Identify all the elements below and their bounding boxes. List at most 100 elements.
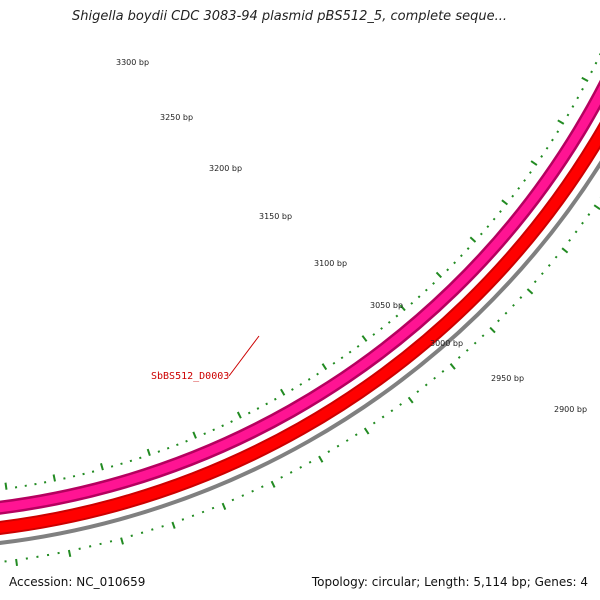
minor-tick [473, 341, 477, 345]
minor-tick [466, 247, 470, 251]
minor-tick [241, 494, 245, 497]
minor-tick [479, 232, 483, 236]
topology-summary: Topology: circular; Length: 5,114 bp; Ge… [311, 575, 588, 589]
minor-tick [517, 187, 521, 190]
minor-tick [231, 498, 235, 502]
minor-tick [581, 221, 584, 225]
major-tick [321, 363, 328, 371]
minor-tick [390, 409, 394, 413]
minor-tick [587, 213, 591, 216]
minor-tick [316, 372, 319, 376]
minor-tick [457, 356, 461, 359]
major-tick [469, 236, 477, 243]
minor-tick [492, 217, 496, 221]
minor-tick [568, 238, 572, 242]
minor-tick [212, 428, 216, 432]
minor-tick [336, 444, 340, 448]
minor-tick [332, 361, 336, 365]
minor-tick [82, 472, 85, 476]
minor-tick [201, 510, 205, 514]
backbone-arc [0, 160, 600, 545]
minor-tick [481, 334, 485, 338]
forward-cds-outline [0, 121, 600, 535]
minor-tick [571, 105, 575, 108]
scale-label-3150: 3150 bp [259, 212, 292, 221]
minor-tick [574, 230, 578, 234]
minor-tick [221, 424, 225, 428]
minor-tick [181, 518, 185, 521]
minor-tick [230, 420, 233, 423]
minor-tick [554, 255, 558, 259]
minor-tick [139, 456, 142, 460]
major-tick [407, 396, 414, 404]
minor-tick [273, 397, 277, 401]
minor-tick [441, 370, 445, 373]
major-tick [15, 558, 18, 567]
forward-cds-track [0, 121, 600, 535]
minor-tick [417, 295, 421, 299]
minor-tick [380, 327, 383, 330]
minor-tick [486, 225, 490, 229]
reverse-cds-track [0, 79, 600, 515]
minor-tick [78, 547, 81, 550]
minor-tick [424, 288, 428, 292]
minor-tick [151, 528, 154, 531]
minor-tick [356, 345, 360, 348]
minor-tick [203, 432, 207, 436]
major-tick [120, 537, 124, 545]
reverse-cds-arc [0, 85, 600, 513]
scale-ticks [4, 196, 600, 567]
major-tick [530, 160, 538, 166]
minor-tick [497, 319, 500, 323]
minor-tick [433, 376, 436, 380]
major-tick [4, 482, 8, 490]
minor-tick [410, 301, 414, 305]
minor-tick [299, 465, 303, 469]
minor-tick [540, 272, 544, 276]
minor-tick [529, 171, 532, 174]
major-tick [557, 119, 565, 125]
minor-tick [387, 320, 391, 324]
minor-tick [459, 254, 463, 258]
scale-label-3300: 3300 bp [116, 58, 149, 67]
minor-tick [345, 439, 349, 442]
minor-tick [256, 407, 260, 410]
minor-tick [551, 138, 554, 142]
minor-tick [354, 433, 358, 437]
gene-label-sbbs512-d0003[interactable]: SbBS512_D0003 [151, 371, 229, 382]
minor-tick [465, 348, 469, 352]
gene-annotation[interactable]: SbBS512_D0003 [151, 335, 260, 382]
minor-tick [340, 356, 344, 360]
minor-tick [372, 333, 376, 336]
minor-tick [416, 390, 420, 393]
minor-tick [399, 403, 403, 406]
minor-tick [395, 314, 399, 318]
major-tick [489, 326, 496, 334]
inner-scale-ticks [4, 52, 600, 490]
major-tick [192, 431, 197, 439]
minor-tick [432, 282, 435, 285]
minor-tick [511, 194, 515, 198]
minor-tick [265, 402, 268, 406]
minor-tick [540, 155, 544, 158]
minor-tick [157, 450, 161, 453]
major-tick [561, 247, 569, 254]
minor-tick [291, 388, 294, 391]
minor-tick [424, 383, 428, 387]
major-tick [361, 335, 368, 342]
major-tick [100, 463, 104, 471]
minor-tick [176, 443, 179, 447]
minor-tick [260, 485, 264, 489]
scale-label-3000: 3000 bp [430, 339, 463, 348]
minor-tick [166, 446, 170, 450]
major-tick [318, 455, 324, 463]
major-tick [435, 271, 443, 279]
minor-tick [348, 350, 352, 354]
minor-tick [533, 280, 537, 284]
major-tick [270, 480, 276, 488]
minor-tick [523, 179, 527, 182]
minor-tick [590, 70, 593, 74]
minor-tick [185, 439, 188, 443]
